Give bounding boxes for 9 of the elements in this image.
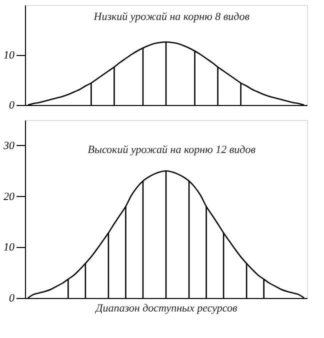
y-tick-label: 10 — [4, 50, 15, 62]
y-tick-label: 10 — [4, 242, 15, 254]
annotation: Низкий урожай на корню 8 видов — [92, 11, 250, 23]
y-tick-label: 0 — [9, 292, 15, 304]
y-tick-label: 0 — [9, 100, 15, 112]
y-tick-label: 20 — [4, 190, 15, 203]
annotation: Высокий урожай на корню 12 видов — [88, 144, 256, 156]
x-axis-title: Диапазон доступных ресурсов — [94, 302, 238, 314]
y-tick-label: 30 — [2, 140, 15, 152]
